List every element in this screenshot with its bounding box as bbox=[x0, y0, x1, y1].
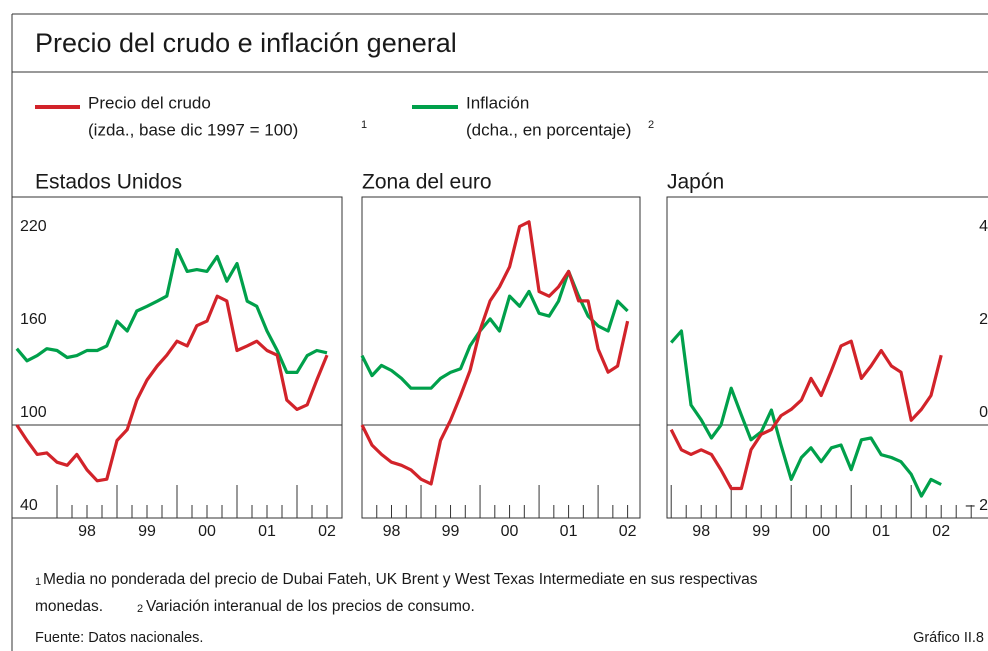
series-line bbox=[15, 294, 329, 483]
y2-tick-label: 0 bbox=[979, 404, 988, 421]
panel-title: Japón bbox=[667, 171, 724, 194]
panel-title: Zona del euro bbox=[362, 171, 492, 194]
footnote: Media no ponderada del precio de Dubai F… bbox=[43, 571, 758, 588]
footnote-ref: 2 bbox=[137, 603, 143, 615]
plot-area bbox=[361, 196, 641, 519]
y-tick-label: 160 bbox=[20, 311, 47, 328]
x-tick-label: 99 bbox=[752, 523, 770, 540]
series-line bbox=[669, 329, 942, 498]
y2-tick-label: 4 bbox=[979, 218, 988, 235]
legend-ref: 2 bbox=[648, 119, 654, 131]
y2-tick-label: 2 bbox=[979, 311, 988, 328]
plot-area bbox=[666, 196, 988, 519]
figure-label: Gráfico II.8 bbox=[913, 630, 984, 646]
figure-title: Precio del crudo e inflación general bbox=[35, 28, 457, 58]
x-tick-label: 99 bbox=[138, 523, 156, 540]
x-tick-label: 01 bbox=[258, 523, 276, 540]
source: Fuente: Datos nacionales. bbox=[35, 630, 203, 646]
legend-label: Inflación bbox=[466, 93, 529, 112]
x-tick-label: 01 bbox=[560, 523, 578, 540]
legend-note: (dcha., en porcentaje) bbox=[466, 120, 631, 139]
x-tick-label: 98 bbox=[383, 523, 401, 540]
panel-title: Estados Unidos bbox=[35, 171, 182, 194]
x-tick-label: 00 bbox=[198, 523, 216, 540]
x-tick-label: 01 bbox=[872, 523, 890, 540]
series-line bbox=[360, 220, 630, 486]
plot-area bbox=[11, 196, 343, 519]
y-tick-label: 40 bbox=[20, 497, 38, 514]
legend-note: (izda., base dic 1997 = 100) bbox=[88, 120, 298, 139]
x-tick-label: 98 bbox=[78, 523, 96, 540]
x-tick-label: 02 bbox=[932, 523, 950, 540]
series-line bbox=[15, 248, 328, 374]
y-tick-label: 220 bbox=[20, 218, 47, 235]
y-tick-label: 100 bbox=[20, 404, 47, 421]
x-tick-label: 02 bbox=[619, 523, 637, 540]
y2-tick-label: – 2 bbox=[966, 497, 988, 514]
series-line bbox=[669, 339, 943, 491]
x-tick-label: 98 bbox=[692, 523, 710, 540]
footnote: monedas. bbox=[35, 598, 103, 615]
footnote-ref: 1 bbox=[35, 576, 41, 588]
x-tick-label: 00 bbox=[501, 523, 519, 540]
legend-label: Precio del crudo bbox=[88, 93, 211, 112]
x-tick-label: 99 bbox=[442, 523, 460, 540]
x-tick-label: 02 bbox=[318, 523, 336, 540]
x-tick-label: 00 bbox=[812, 523, 830, 540]
legend-ref: 1 bbox=[361, 119, 367, 131]
series-line bbox=[360, 269, 629, 390]
footnote: Variación interanual de los precios de c… bbox=[146, 598, 475, 615]
